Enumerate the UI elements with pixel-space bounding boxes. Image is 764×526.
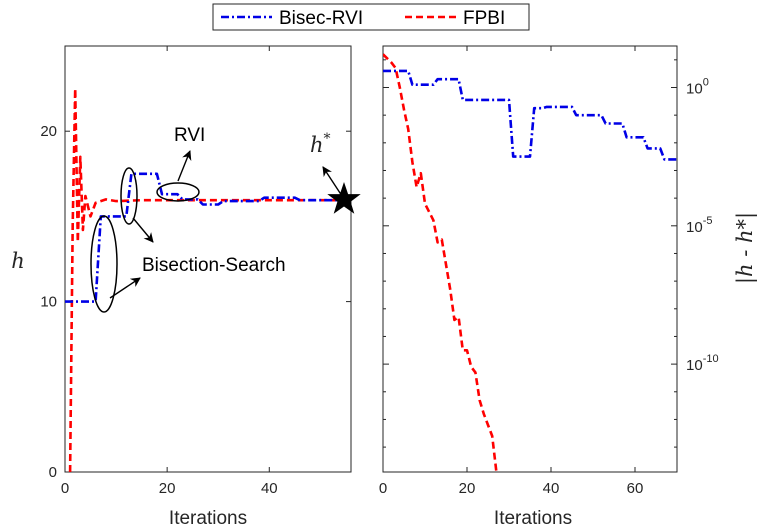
left-tick-group: 0 20 40 0 10 20: [40, 46, 351, 497]
left-ytick-label: 0: [49, 464, 57, 481]
right-ylabel: |h - h*|: [733, 212, 758, 284]
hstar-arrow: [322, 166, 343, 197]
right-ytick-label: 100: [686, 76, 709, 97]
right-series-bisec-rvi: [383, 69, 677, 161]
bisection-ellipse-small: [120, 167, 138, 225]
right-xtick-label: 60: [627, 480, 644, 497]
legend-label-fpbi: FPBI: [463, 8, 505, 29]
left-xlabel: Iterations: [169, 508, 247, 526]
left-series-bisec-rvi: [65, 172, 351, 303]
bisection-annotation: Bisection-Search: [142, 255, 286, 276]
bisection-ellipse-large: [90, 215, 118, 313]
left-xtick-label: 40: [261, 480, 278, 497]
bisection-arrow-small: [132, 217, 154, 243]
left-xtick-label: 20: [159, 480, 176, 497]
right-axes-box: [382, 45, 678, 473]
left-series-group: [65, 87, 351, 472]
right-series-fpbi: [383, 53, 498, 472]
hstar-star-marker: [327, 182, 361, 214]
right-series-group: [383, 53, 677, 472]
right-ytick-label: 10-10: [686, 353, 719, 374]
rvi-arrow: [177, 150, 192, 182]
right-tick-group: 0 20 40 60 100 10-5 10-10: [379, 46, 719, 497]
right-panel: 0 20 40 60 100 10-5 10-10 Iterations |h - h*|: [379, 45, 758, 526]
legend-label-bisec-rvi: Bisec-RVI: [279, 8, 363, 29]
left-ylabel: h: [11, 249, 25, 273]
hstar-annotation: h*: [310, 131, 331, 157]
left-series-fpbi: [68, 87, 351, 472]
left-ytick-label: 20: [40, 123, 57, 140]
right-xtick-label: 40: [543, 480, 560, 497]
left-xtick-label: 0: [61, 480, 69, 497]
legend: Bisec-RVI FPBI: [212, 3, 530, 31]
left-ytick-label: 10: [40, 294, 57, 311]
rvi-ellipse: [156, 182, 200, 202]
right-xtick-label: 20: [459, 480, 476, 497]
left-panel: 0 20 40 0 10 20 Iterations h RVI Bisection-Se…: [11, 45, 361, 526]
rvi-annotation: RVI: [174, 125, 205, 146]
right-xtick-label: 0: [379, 480, 387, 497]
left-axes-box: [64, 45, 352, 473]
right-ytick-label: 10-5: [686, 215, 712, 236]
right-xlabel: Iterations: [494, 508, 572, 526]
bisection-arrow-large: [109, 277, 141, 299]
